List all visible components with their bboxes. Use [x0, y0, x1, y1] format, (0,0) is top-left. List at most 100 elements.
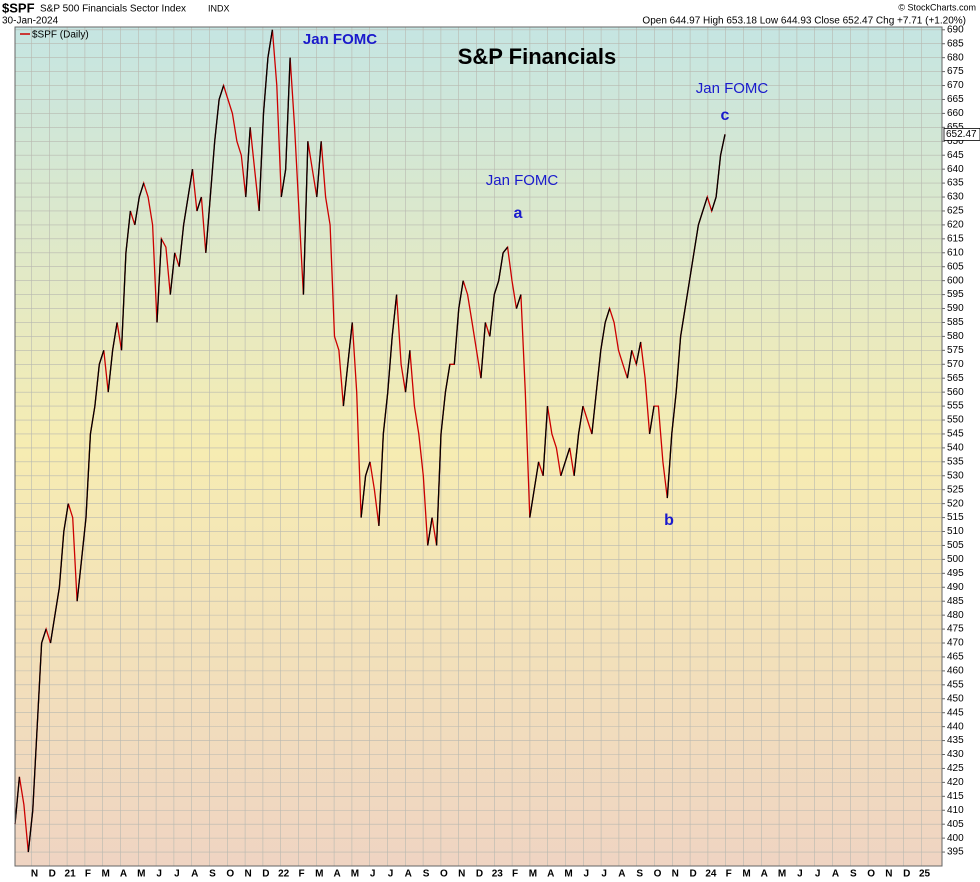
- up-segment: [187, 169, 194, 198]
- y-tick-label: 410: [947, 805, 964, 816]
- y-tick-label: 465: [947, 652, 964, 663]
- up-segment: [280, 169, 287, 198]
- y-tick-label: 510: [947, 526, 964, 537]
- up-segment: [382, 392, 389, 435]
- up-segment: [489, 294, 495, 337]
- x-tick-label: D: [49, 869, 56, 880]
- up-segment: [107, 350, 114, 393]
- x-tick-label: A: [761, 869, 768, 880]
- x-tick-label: A: [333, 869, 340, 880]
- annotation: c: [721, 107, 730, 124]
- up-segment: [453, 308, 460, 365]
- y-tick-label: 395: [947, 847, 964, 858]
- y-tick-label: 420: [947, 777, 964, 788]
- up-segment: [205, 196, 211, 253]
- x-tick-label: N: [31, 869, 38, 880]
- x-tick-label: J: [601, 869, 607, 880]
- up-segment: [600, 322, 606, 351]
- y-tick-label: 540: [947, 443, 964, 454]
- annotation: a: [514, 205, 523, 222]
- up-segment: [262, 57, 269, 114]
- x-tick-label: D: [689, 869, 696, 880]
- y-tick-label: 475: [947, 624, 964, 635]
- plot-background: [15, 27, 942, 866]
- up-segment: [76, 559, 83, 602]
- y-tick-label: 550: [947, 415, 964, 426]
- y-tick-label: 635: [947, 178, 964, 189]
- up-segment: [267, 29, 274, 58]
- annotation: Jan FOMC: [486, 172, 559, 189]
- up-segment: [671, 392, 677, 435]
- up-segment: [302, 141, 309, 295]
- y-tick-label: 625: [947, 206, 964, 217]
- y-tick-label: 530: [947, 470, 964, 481]
- up-segment: [697, 210, 704, 226]
- y-tick-label: 525: [947, 484, 964, 495]
- x-tick-label: A: [832, 869, 839, 880]
- up-segment: [595, 350, 602, 393]
- y-tick-label: 560: [947, 387, 964, 398]
- up-segment: [391, 294, 398, 337]
- x-tick-label: J: [815, 869, 821, 880]
- y-tick-label: 415: [947, 791, 964, 802]
- x-tick-label: M: [137, 869, 145, 880]
- quote: Open 644.97 High 653.18 Low 644.93 Close…: [642, 16, 966, 27]
- up-segment: [89, 405, 96, 435]
- up-segment: [58, 531, 65, 588]
- up-segment: [444, 364, 451, 393]
- x-tick-label: M: [564, 869, 572, 880]
- up-segment: [529, 489, 535, 518]
- up-segment: [245, 127, 251, 198]
- x-tick-label: J: [584, 869, 590, 880]
- up-segment: [49, 615, 56, 644]
- up-segment: [427, 517, 433, 546]
- index-name: S&P 500 Financials Sector Index: [40, 4, 186, 15]
- up-segment: [125, 210, 132, 253]
- y-tick-label: 435: [947, 735, 964, 746]
- annotation: b: [664, 512, 674, 529]
- up-segment: [675, 336, 682, 393]
- x-tick-label: J: [156, 869, 162, 880]
- y-tick-label: 535: [947, 456, 964, 467]
- last-price-box: [943, 127, 980, 141]
- x-tick-label: 23: [492, 869, 504, 880]
- y-tick-label: 600: [947, 275, 964, 286]
- y-tick-label: 645: [947, 150, 964, 161]
- up-segment: [214, 99, 220, 142]
- y-tick-label: 665: [947, 94, 964, 105]
- up-segment: [591, 392, 597, 435]
- y-tick-label: 655: [947, 122, 964, 133]
- up-segment: [693, 224, 700, 253]
- y-tick-label: 470: [947, 638, 964, 649]
- up-segment: [209, 141, 216, 198]
- x-tick-label: A: [120, 869, 127, 880]
- x-tick-label: M: [742, 869, 750, 880]
- y-tick-label: 660: [947, 108, 964, 119]
- y-tick-label: 580: [947, 331, 964, 342]
- legend-label: $SPF (Daily): [32, 30, 89, 41]
- y-tick-label: 630: [947, 192, 964, 203]
- x-tick-label: F: [85, 869, 91, 880]
- y-tick-label: 515: [947, 512, 964, 523]
- y-tick-label: 640: [947, 164, 964, 175]
- up-segment: [542, 406, 549, 476]
- x-tick-label: M: [351, 869, 359, 880]
- up-segment: [134, 196, 140, 226]
- y-tick-label: 590: [947, 303, 964, 314]
- up-segment: [342, 364, 349, 407]
- up-segment: [156, 238, 163, 323]
- y-tick-label: 485: [947, 596, 964, 607]
- up-segment: [285, 57, 291, 170]
- plot-border: [14, 26, 943, 867]
- x-tick-label: M: [778, 869, 786, 880]
- x-tick-label: F: [512, 869, 518, 880]
- x-tick-label: O: [867, 869, 875, 880]
- y-tick-label: 450: [947, 693, 964, 704]
- up-segment: [63, 503, 69, 532]
- chart-title: S&P Financials: [458, 44, 617, 69]
- up-segment: [347, 322, 353, 365]
- up-segment: [715, 155, 722, 198]
- up-segment: [27, 810, 34, 853]
- x-tick-label: J: [370, 869, 376, 880]
